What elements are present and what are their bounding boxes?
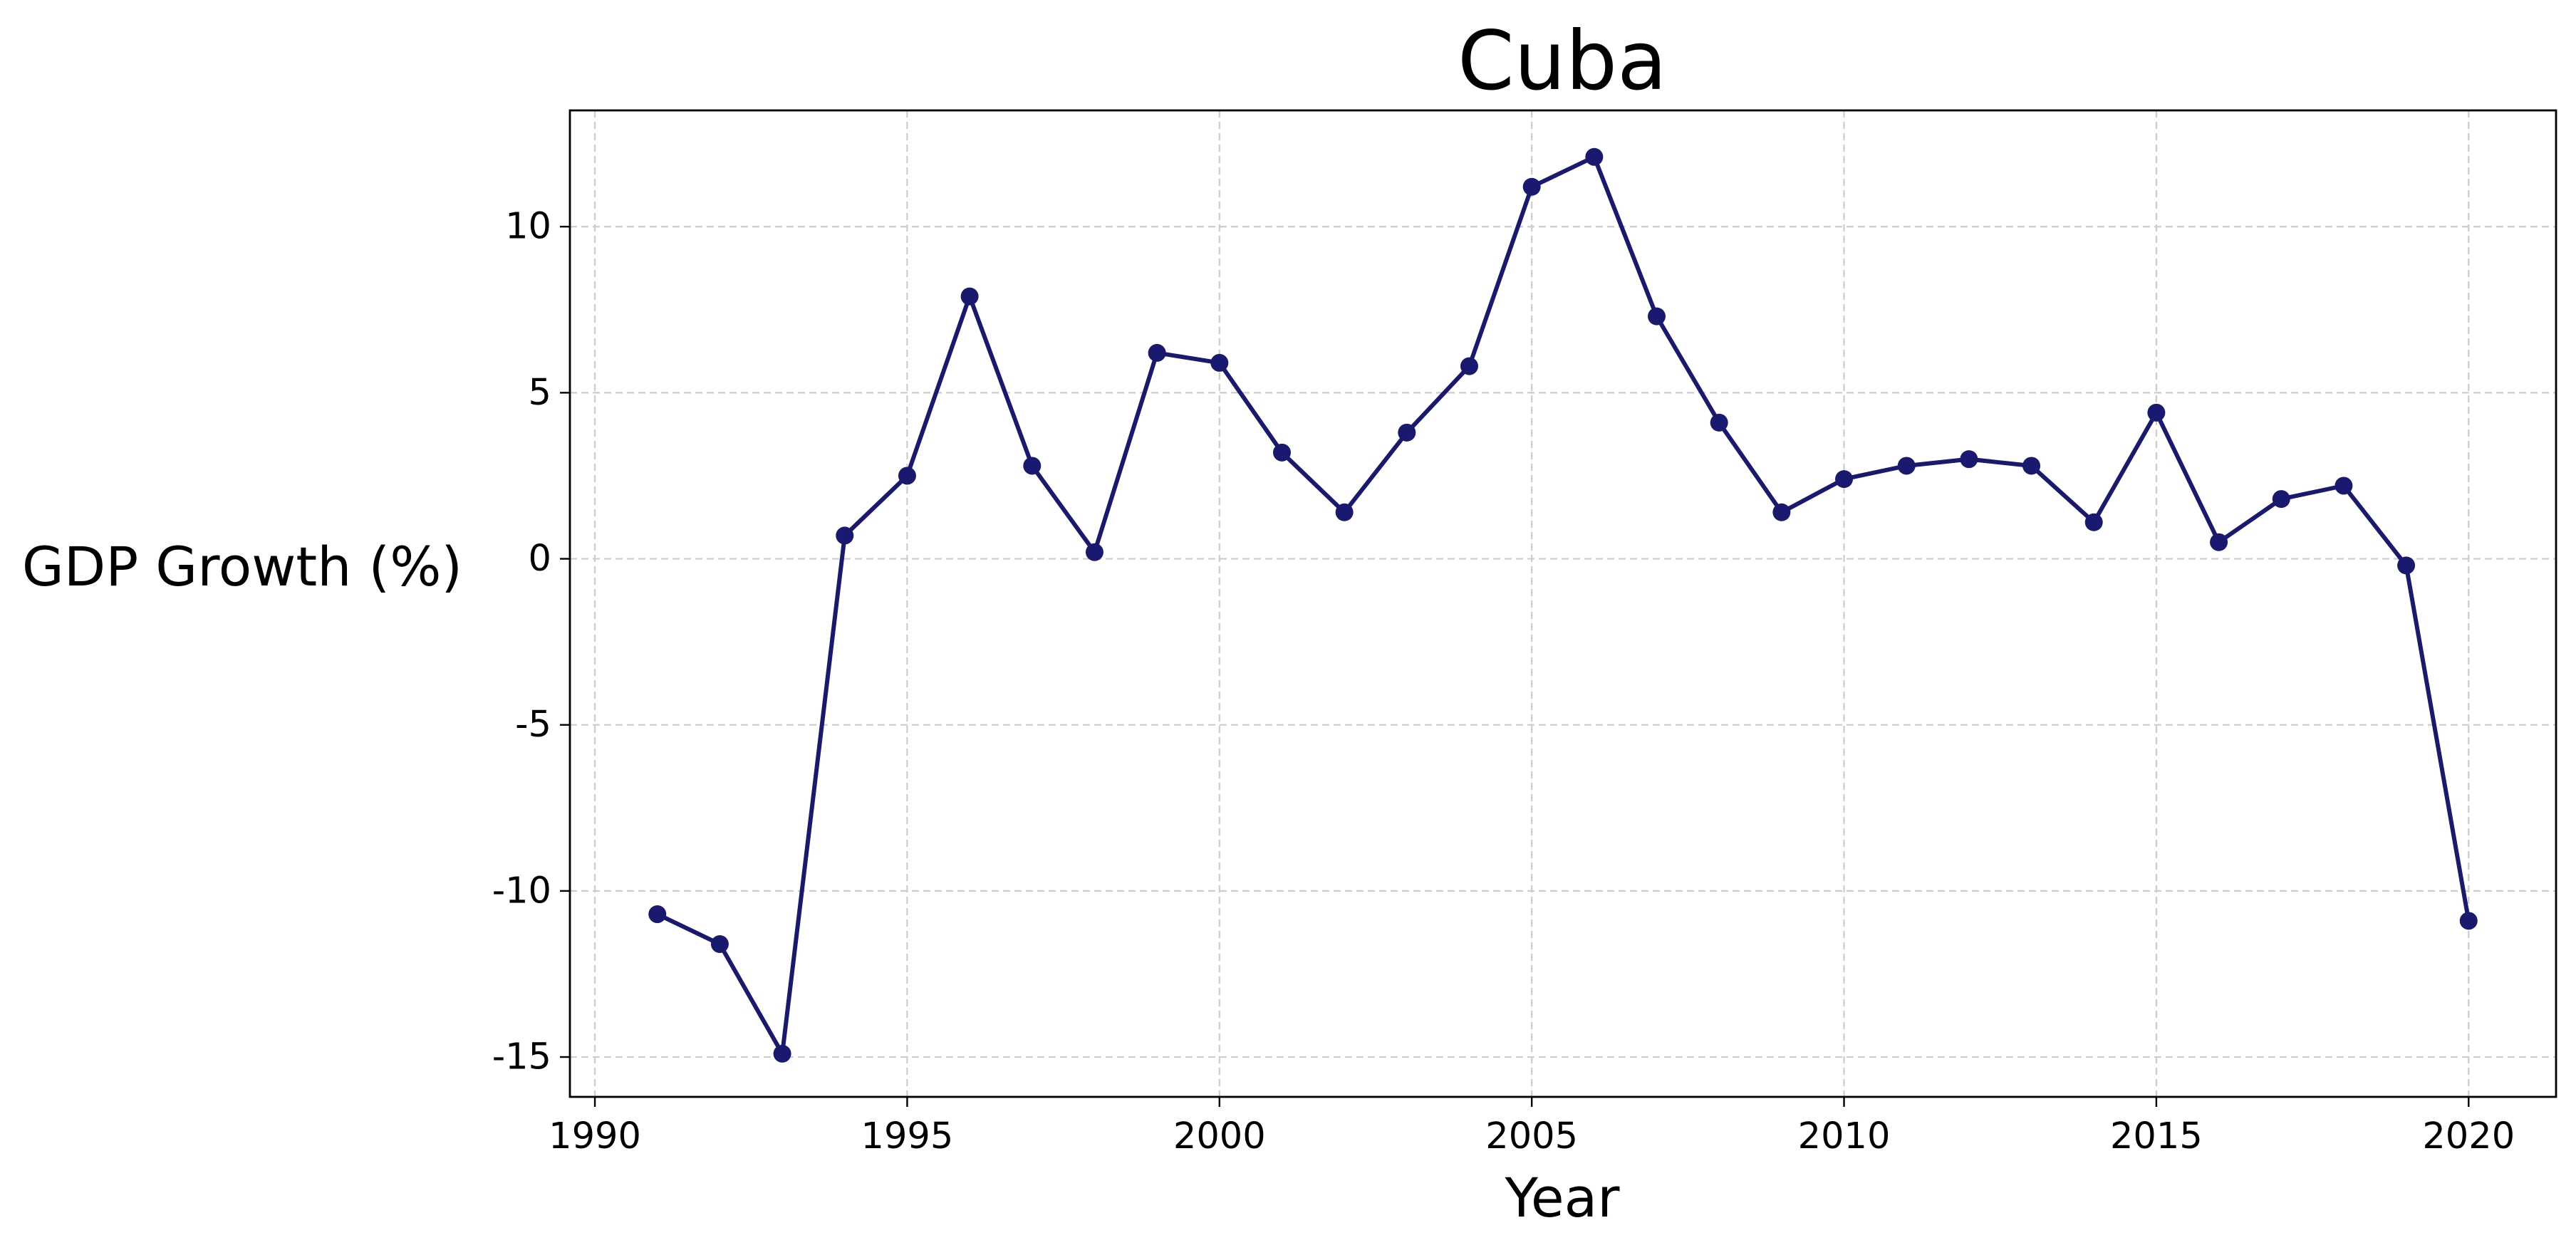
data-point xyxy=(1335,503,1354,521)
y-tick-label: 5 xyxy=(529,372,551,414)
data-point xyxy=(2459,912,2478,930)
data-point xyxy=(1023,457,1042,475)
data-point xyxy=(1960,450,1978,469)
x-tick-label: 2005 xyxy=(1485,1115,1578,1157)
x-tick-label: 2015 xyxy=(2110,1115,2203,1157)
data-point xyxy=(1585,147,1604,166)
y-tick-label: 10 xyxy=(505,206,551,248)
y-axis-title: GDP Growth (%) xyxy=(22,535,462,598)
series-layer xyxy=(648,147,2478,1063)
data-point xyxy=(960,287,979,306)
data-point xyxy=(773,1044,791,1063)
data-point xyxy=(2084,513,2103,531)
data-point xyxy=(648,905,667,924)
data-point xyxy=(1398,423,1416,442)
y-tick-label: -10 xyxy=(492,870,551,912)
plot-area-frame xyxy=(568,109,2557,1098)
x-tick-label: 1995 xyxy=(861,1115,954,1157)
x-axis-title: Year xyxy=(1505,1166,1621,1229)
data-point xyxy=(1522,177,1541,196)
data-point xyxy=(1210,353,1229,372)
data-point xyxy=(1460,357,1478,375)
data-point xyxy=(2397,556,2416,575)
x-tick-label: 2020 xyxy=(2422,1115,2515,1157)
series-0 xyxy=(648,147,2478,1063)
vertical-gridlines xyxy=(593,110,2470,1097)
data-point xyxy=(1085,543,1103,561)
x-axis-ticks: 1990 1995 2000 2005 2010 2015 2020 xyxy=(549,1097,2515,1157)
data-point xyxy=(1710,413,1728,432)
x-tick-label: 2000 xyxy=(1173,1115,1266,1157)
data-point xyxy=(2147,403,2166,422)
x-tick-label: 1990 xyxy=(549,1115,641,1157)
x-tick-label: 2010 xyxy=(1798,1115,1891,1157)
horizontal-gridlines xyxy=(570,226,2556,1058)
series-line xyxy=(655,155,2471,1056)
data-point xyxy=(898,467,916,485)
y-tick-label: -5 xyxy=(515,704,551,746)
data-point xyxy=(1772,503,1791,521)
chart-title: Cuba xyxy=(1458,14,1667,108)
data-point xyxy=(710,934,729,953)
data-point xyxy=(1272,443,1291,462)
data-point xyxy=(1897,457,1916,475)
data-point xyxy=(836,526,854,545)
data-point xyxy=(1148,343,1166,362)
y-tick-label: 0 xyxy=(529,538,551,580)
data-point xyxy=(2210,533,2228,551)
data-point xyxy=(1648,307,1666,326)
data-point xyxy=(2022,457,2041,475)
data-point xyxy=(2334,477,2353,495)
data-point xyxy=(2272,490,2290,509)
y-tick-label: -15 xyxy=(492,1036,551,1078)
y-axis-ticks: -15 -10 -5 0 5 10 xyxy=(492,206,570,1078)
data-point xyxy=(1835,470,1854,489)
